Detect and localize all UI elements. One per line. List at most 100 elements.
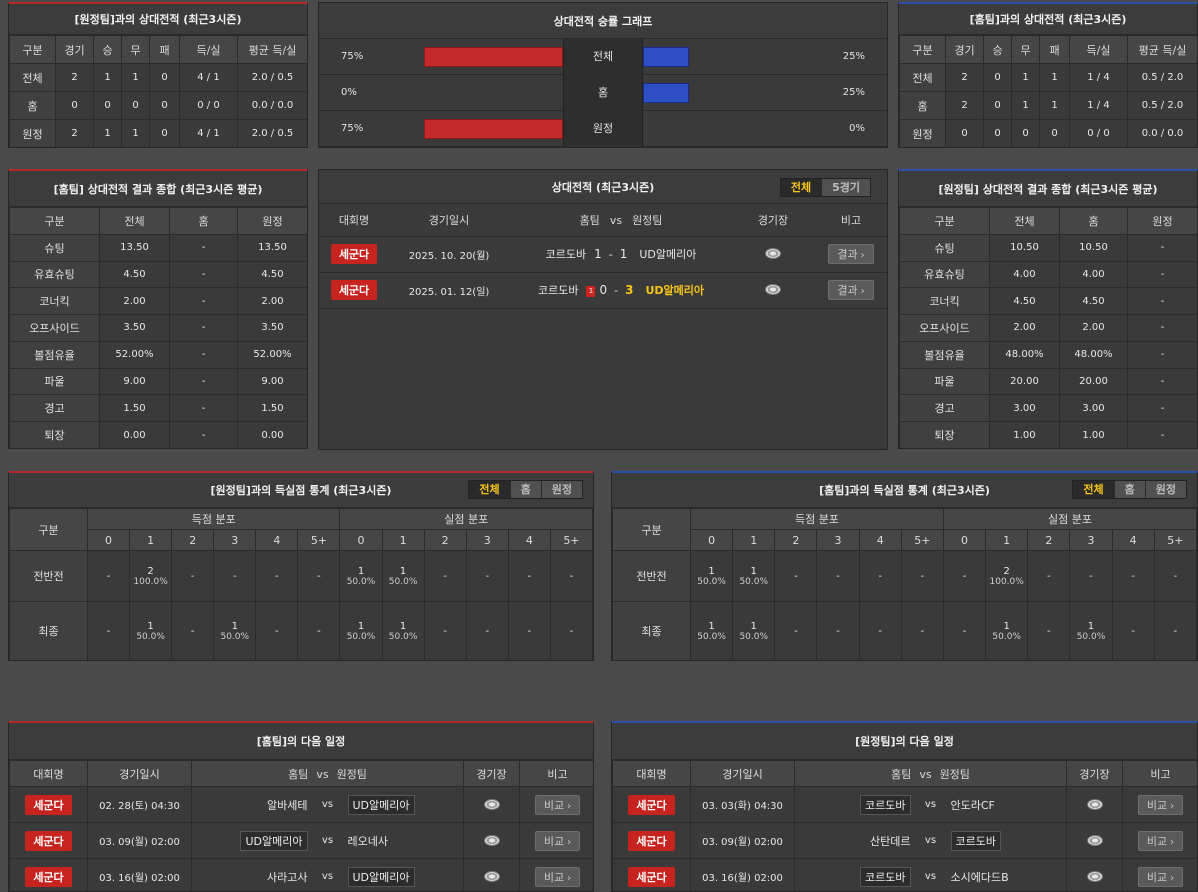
table-row: 최종 -1 50.0% -1 50.0% - -1 50.0% 1 50.0% - - - - (9, 601, 593, 660)
cell-count: - (794, 570, 798, 582)
away-team[interactable]: UD알메리아 (347, 794, 458, 815)
note-cell: 결과 › (813, 272, 887, 309)
league-badge[interactable]: 세군다 (628, 794, 675, 815)
home-team[interactable]: 사라고사 (198, 869, 308, 885)
group-header-row: 구분 득점 분포 실점 분포 (9, 508, 593, 551)
bucket-header-row: 0 1 2 3 4 5+ 0 1 2 3 4 5+ (613, 529, 1197, 551)
cell-count: 1 (147, 620, 154, 632)
bucket-header: 4 (1111, 529, 1155, 551)
league-badge[interactable]: 세군다 (330, 280, 378, 300)
cell-count: - (1131, 625, 1135, 637)
home-team[interactable]: 알바세테 (198, 797, 307, 813)
next-away-panel: [원정팀]의 다음 일정 대회명 경기일시 홈팀 vs 원정팀 경기장 비고 세군다 03. 0… (611, 721, 1198, 892)
row-label: 슈팅 (9, 233, 100, 262)
league-badge[interactable]: 세군다 (628, 866, 675, 887)
table-row: 파울 20.00 20.00- (899, 367, 1197, 396)
next-home-panel: [홈팀]의 다음 일정 대회명 경기일시 홈팀 vs 원정팀 경기장 비고 세군다 02. 28… (8, 721, 594, 892)
table-cell: 2 (55, 63, 94, 92)
chevron-right-icon: › (567, 872, 572, 884)
cell-percent: 50.0% (697, 631, 726, 642)
graph-row: 0% 홈 25% (319, 75, 887, 111)
away-score: 3 (625, 283, 634, 297)
tab-away[interactable]: 원정 (541, 481, 582, 498)
table-cell: - (213, 550, 257, 602)
table-cell: - (774, 601, 818, 660)
home-team[interactable]: UD알메리아 (198, 830, 308, 851)
home-team[interactable]: 코르도바 (801, 794, 911, 815)
cell-count: 1 (1087, 620, 1095, 632)
table-cell: 0.5 / 2.0 (1127, 63, 1197, 92)
result-button[interactable]: 결과 › (828, 280, 874, 300)
row-label: 볼점유율 (9, 340, 100, 369)
table-cell: - (942, 601, 987, 660)
league-badge[interactable]: 세군다 (25, 830, 72, 851)
away-team[interactable]: UD알메리아 (639, 248, 697, 261)
home-team[interactable]: 코르도바 (801, 866, 911, 887)
home-team-label: 사라고사 (267, 870, 308, 884)
table-row: 전체 2 0 1 1 1 / 4 0.5 / 2.0 (899, 63, 1197, 92)
league-badge[interactable]: 세군다 (628, 830, 675, 851)
tab-away[interactable]: 원정 (1145, 481, 1186, 498)
tab-all[interactable]: 전체 (469, 481, 511, 498)
league-badge[interactable]: 세군다 (25, 866, 72, 887)
stadium-icon[interactable] (1086, 798, 1103, 810)
league-badge[interactable]: 세군다 (330, 244, 378, 264)
bucket-header: 2 (774, 529, 818, 551)
bucket-header: 0 (942, 529, 987, 551)
tab-all[interactable]: 전체 (780, 179, 823, 196)
table-cell: 1 50.0% (129, 601, 173, 660)
cell-percent: 100.0% (989, 576, 1024, 587)
bucket-header-row: 0 1 2 3 4 5+ 0 1 2 3 4 5+ (10, 529, 593, 551)
stadium-icon[interactable] (483, 798, 500, 810)
home-rate-label: 75% (341, 51, 364, 62)
cell-count: - (1047, 625, 1051, 637)
compare-button[interactable]: 비교 › (534, 866, 581, 887)
tab-home[interactable]: 홈 (1114, 481, 1146, 498)
home-summary-table: 구분 전체 홈 원정 슈팅 13.50-13.50 유효슈팅 4.50-4.50 코너킥 2.00… (9, 207, 307, 448)
column-header-teams: 홈팀 vs 원정팀 (191, 760, 464, 787)
tab-5-games[interactable]: 5경기 (822, 179, 870, 196)
away-team[interactable]: 안도라CF (951, 797, 1061, 813)
table-cell: - (1069, 550, 1113, 602)
stadium-icon[interactable] (483, 834, 500, 846)
tab-all[interactable]: 전체 (1073, 481, 1115, 498)
away-team[interactable]: UD알메리아 (645, 284, 704, 297)
away-team[interactable]: 코르도바 (950, 830, 1061, 851)
cell-count: - (106, 570, 111, 582)
compare-button[interactable]: 비교 › (534, 830, 581, 851)
cell-count: 1 (750, 565, 757, 577)
league-cell: 세군다 (9, 786, 88, 823)
result-button[interactable]: 결과 › (828, 244, 874, 264)
compare-button[interactable]: 비교 › (1137, 866, 1184, 887)
table-cell: 9.00 (237, 367, 307, 396)
compare-button[interactable]: 비교 › (1137, 794, 1184, 815)
table-cell: - (1027, 550, 1071, 602)
away-team[interactable]: 소시에다드B (951, 869, 1061, 885)
tab-home[interactable]: 홈 (510, 481, 542, 498)
red-card-icon: 1 (586, 285, 596, 297)
stadium-icon[interactable] (1086, 870, 1103, 882)
stadium-icon[interactable] (483, 870, 500, 882)
table-cell: 2.00 (99, 287, 170, 316)
compare-button[interactable]: 비교 › (1137, 830, 1184, 851)
away-team[interactable]: UD알메리아 (347, 866, 458, 887)
compare-button[interactable]: 비교 › (534, 794, 581, 815)
stadium-icon[interactable] (765, 248, 781, 260)
row-label: 오프사이드 (899, 314, 990, 342)
home-team[interactable]: 산탄데르 (801, 833, 910, 849)
away-team[interactable]: 레오네사 (348, 833, 458, 849)
chevron-right-icon: › (1170, 872, 1175, 884)
table-cell: 2.00 (1059, 314, 1128, 342)
cell-percent: 50.0% (388, 631, 418, 642)
home-team[interactable]: 코르도바 (545, 248, 587, 261)
stadium-icon[interactable] (765, 284, 781, 296)
note-cell: 비교 › (519, 786, 593, 823)
league-badge[interactable]: 세군다 (25, 794, 72, 815)
table-cell: 1 50.0% (1069, 601, 1113, 660)
stadium-icon[interactable] (1086, 834, 1103, 846)
cell-count: - (527, 570, 532, 582)
home-team[interactable]: 코르도바 (537, 284, 579, 297)
compare-button-label: 비교 (543, 834, 565, 848)
teams-wrap: 알바세테 vs UD알메리아 (192, 794, 463, 815)
vs-header: vs (919, 767, 932, 781)
